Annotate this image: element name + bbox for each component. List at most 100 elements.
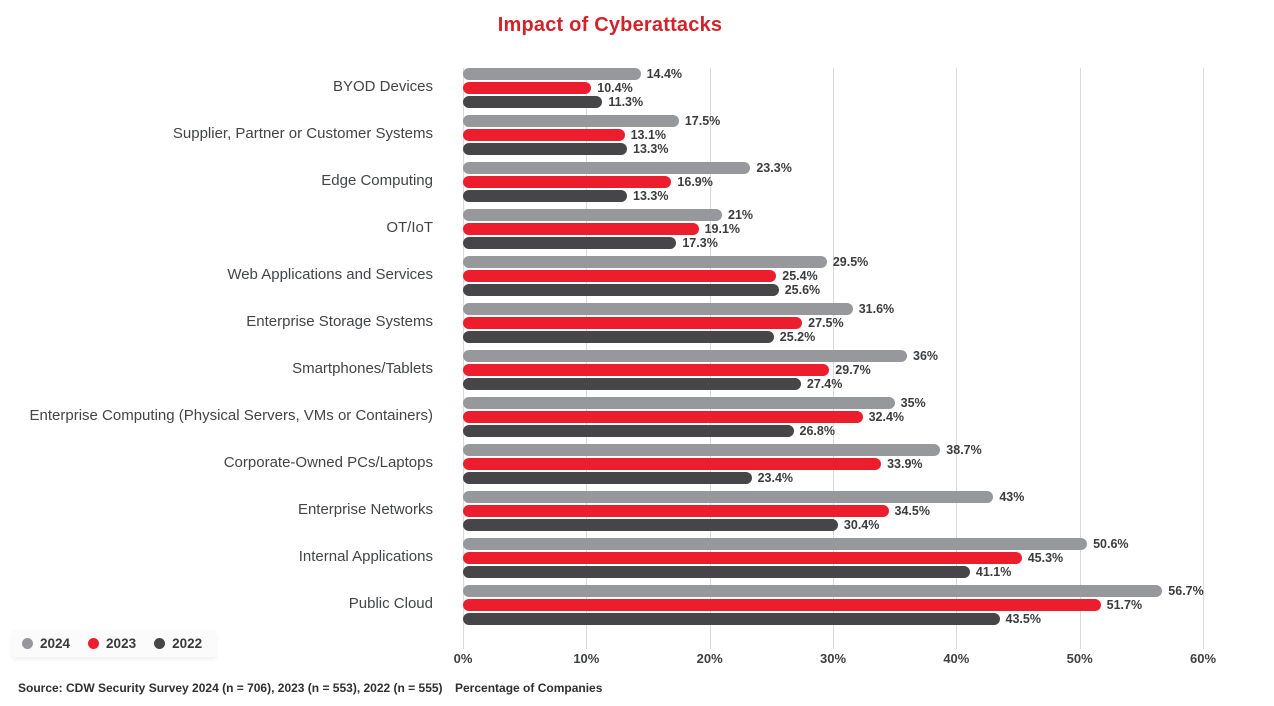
value-label: 17.3% — [682, 235, 718, 250]
bar-line: 34.5% — [463, 504, 1024, 518]
bar-line: 21% — [463, 208, 753, 222]
chart-row: Enterprise Computing (Physical Servers, … — [0, 393, 1274, 440]
legend-item-2022: 2022 — [154, 636, 202, 651]
bar-line: 25.4% — [463, 268, 868, 283]
bar-line: 25.6% — [463, 283, 868, 297]
value-label: 29.7% — [835, 362, 871, 377]
bar-2024 — [463, 161, 751, 174]
category-label: Public Cloud — [348, 595, 433, 613]
value-label: 29.5% — [832, 254, 869, 269]
chart-row: OT/IoT 21% 19.1% 17.3% — [0, 205, 1274, 252]
value-label: 43.5% — [1005, 611, 1041, 626]
bar-line: 10.4% — [463, 81, 682, 95]
bar-group: 36% 29.7% 27.4% — [463, 349, 938, 391]
bar-line: 41.1% — [463, 565, 1129, 579]
value-label: 23.4% — [757, 470, 794, 485]
bar-2023 — [463, 81, 592, 94]
bar-2022 — [463, 283, 779, 296]
bar-2024 — [463, 443, 941, 456]
bar-2024 — [463, 490, 994, 503]
x-tick-label: 20% — [696, 651, 723, 666]
bar-2022 — [463, 142, 628, 155]
x-tick-label: 10% — [573, 651, 600, 666]
bar-line: 19.1% — [463, 221, 753, 236]
bar-group: 38.7% 33.9% 23.4% — [463, 443, 982, 485]
bar-group: 31.6% 27.5% 25.2% — [463, 301, 895, 344]
value-label: 16.9% — [677, 174, 713, 189]
bar-2024 — [463, 67, 641, 80]
bar-line: 31.6% — [463, 301, 895, 316]
category-label: Smartphones/Tablets — [292, 360, 433, 378]
bar-2022 — [463, 471, 752, 484]
bar-line: 23.3% — [463, 160, 792, 175]
bar-line: 36% — [463, 349, 938, 363]
bar-line: 29.5% — [463, 254, 869, 269]
value-label: 32.4% — [868, 409, 905, 424]
chart-row: Corporate-Owned PCs/Laptops 38.7% 33.9% 23.… — [0, 440, 1274, 487]
legend-label: 2022 — [172, 636, 203, 651]
bar-line: 16.9% — [463, 174, 792, 189]
value-label: 23.3% — [756, 160, 792, 175]
value-label: 30.4% — [843, 517, 880, 532]
value-label: 51.7% — [1106, 597, 1143, 612]
bar-line: 13.3% — [463, 188, 792, 203]
x-axis-title: Percentage of Companies — [455, 681, 603, 695]
bar-group: 35% 32.4% 26.8% — [463, 396, 926, 438]
bar-line: 50.6% — [463, 537, 1129, 551]
x-tick-label: 50% — [1066, 651, 1093, 666]
value-label: 31.6% — [858, 301, 895, 316]
chart-row: Smartphones/Tablets 36% 29.7% 27.4% — [0, 346, 1274, 393]
bar-2022 — [463, 565, 970, 578]
legend-item-2023: 2023 — [88, 636, 136, 651]
value-label: 26.8% — [799, 423, 835, 438]
chart-title: Impact of Cyberattacks — [497, 14, 723, 36]
bar-line: 30.4% — [463, 517, 1024, 532]
category-label: Supplier, Partner or Customer Systems — [172, 125, 433, 143]
bar-line: 17.5% — [463, 113, 721, 128]
category-label: Corporate-Owned PCs/Laptops — [223, 454, 433, 472]
bar-line: 11.3% — [463, 95, 682, 109]
bar-rows: BYOD Devices 14.4% 10.4% 11.3% Supplier, Par… — [0, 64, 1274, 628]
value-label: 13.3% — [633, 141, 669, 156]
bar-line: 23.4% — [463, 470, 982, 485]
x-tick-label: 40% — [943, 651, 970, 666]
value-label: 19.1% — [704, 221, 741, 236]
bar-line: 43.5% — [463, 611, 1204, 626]
x-tick-label: 0% — [453, 651, 473, 666]
bar-line: 45.3% — [463, 551, 1129, 565]
value-label: 25.4% — [782, 268, 818, 283]
bar-2023 — [463, 410, 863, 423]
bar-2022 — [463, 95, 603, 108]
bar-2022 — [463, 424, 794, 437]
bar-2024 — [463, 584, 1163, 597]
legend-item-2024: 2024 — [22, 636, 70, 651]
bar-line: 43% — [463, 490, 1024, 504]
bar-line: 27.5% — [463, 315, 894, 330]
category-label: Edge Computing — [321, 172, 433, 190]
legend: 2024 2023 2022 — [12, 630, 217, 657]
grid-line — [1079, 68, 1081, 649]
bar-line: 27.4% — [463, 377, 938, 391]
legend-dot — [88, 638, 100, 649]
bar-2024 — [463, 537, 1088, 550]
bar-2023 — [463, 551, 1022, 564]
bar-line: 51.7% — [463, 597, 1204, 612]
value-label: 17.5% — [684, 113, 721, 128]
bar-2024 — [463, 208, 722, 221]
bar-2023 — [463, 222, 699, 235]
bar-line: 25.2% — [463, 330, 894, 344]
value-label: 14.4% — [646, 66, 683, 81]
value-label: 27.5% — [808, 315, 844, 330]
grid-line — [956, 68, 958, 649]
category-label: Internal Applications — [298, 548, 433, 566]
bar-group: 56.7% 51.7% 43.5% — [463, 584, 1204, 626]
category-label: Enterprise Networks — [297, 501, 433, 519]
bar-group: 14.4% 10.4% 11.3% — [463, 66, 683, 109]
bar-2024 — [463, 114, 679, 127]
bar-2024 — [463, 349, 907, 362]
chart-row: Enterprise Networks 43% 34.5% 30.4% — [0, 487, 1274, 534]
value-label: 13.3% — [633, 188, 669, 203]
value-label: 13.1% — [630, 127, 667, 142]
bar-group: 29.5% 25.4% 25.6% — [463, 254, 869, 297]
bar-2023 — [463, 316, 803, 329]
